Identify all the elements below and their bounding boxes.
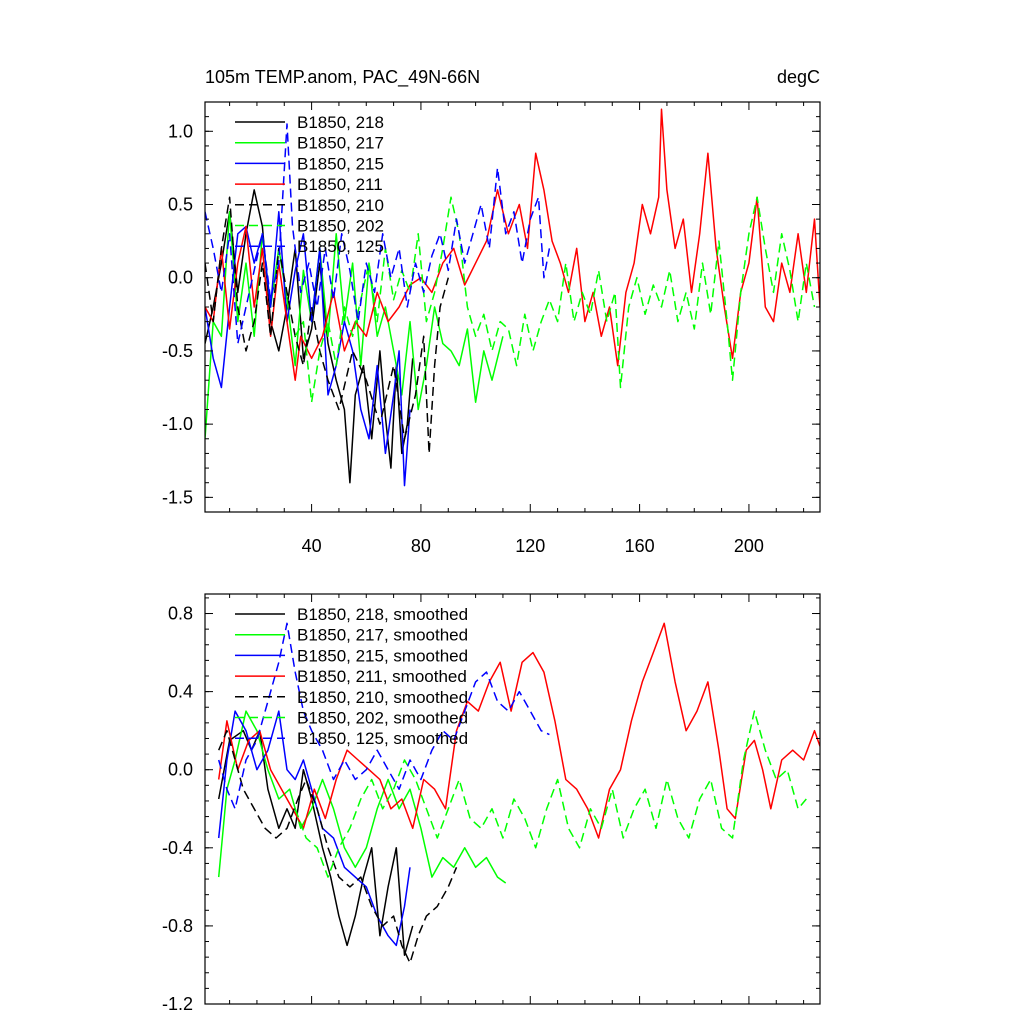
series-line-3 — [217, 622, 820, 839]
legend-label: B1850, 215, smoothed — [297, 646, 468, 665]
y-tick-label: -1.0 — [162, 414, 193, 434]
y-tick-label: -0.8 — [162, 916, 193, 936]
series-line-6 — [217, 622, 550, 810]
legend-label: B1850, 211, smoothed — [297, 667, 467, 686]
x-tick-label: 40 — [302, 536, 322, 556]
series-group — [205, 108, 820, 487]
series-line-4 — [205, 196, 450, 455]
panel-bottom-plot-area — [217, 622, 820, 964]
y-tick-label: 0.4 — [168, 682, 193, 702]
legend-label: B1850, 215 — [297, 154, 384, 173]
series-line-2 — [217, 710, 411, 947]
x-tick-label: 80 — [411, 536, 431, 556]
y-tick-label: 0.0 — [168, 268, 193, 288]
legend: B1850, 218, smoothed B1850, 217, smoothed… — [235, 605, 468, 748]
series-line-0 — [205, 189, 414, 484]
x-tick-label: 160 — [625, 536, 655, 556]
series-line-4 — [218, 729, 458, 964]
legend-label: B1850, 210, smoothed — [297, 688, 468, 707]
panel-top: 105m TEMP.anom, PAC_49N-66N degC -1.5 -1.… — [162, 67, 821, 556]
y-tick-label: -0.5 — [162, 341, 193, 361]
legend-label: B1850, 217, smoothed — [297, 626, 468, 645]
legend-label: B1850, 125, smoothed — [297, 729, 468, 748]
series-line-6 — [205, 123, 551, 345]
legend-label: B1850, 218, smoothed — [297, 605, 468, 624]
y-tick-label: 0.5 — [168, 195, 193, 215]
y-tick-label: -1.5 — [162, 487, 193, 507]
x-tick-label: 120 — [515, 536, 545, 556]
series-line-5 — [294, 710, 807, 878]
y-tick-label: 0.0 — [168, 760, 193, 780]
panel-top-plot-area — [205, 108, 820, 487]
panel-top-units: degC — [777, 67, 820, 87]
legend-label: B1850, 218 — [297, 113, 384, 132]
series-line-3 — [205, 108, 820, 381]
legend-label: B1850, 202 — [297, 217, 384, 236]
panel-bottom-frame — [204, 593, 821, 1005]
series-line-1 — [205, 211, 504, 439]
legend-label: B1850, 211 — [297, 175, 383, 194]
y-tick-label: 1.0 — [168, 121, 193, 141]
y-tick-label: -1.2 — [162, 994, 193, 1014]
y-tick-label: -0.4 — [162, 838, 193, 858]
legend-label: B1850, 210 — [297, 196, 384, 215]
series-group — [217, 622, 820, 964]
series-line-1 — [217, 710, 507, 884]
x-tick-label: 200 — [734, 536, 764, 556]
legend-label: B1850, 125 — [297, 237, 384, 256]
y-tick-label: 0.8 — [168, 604, 193, 624]
series-line-0 — [217, 729, 414, 956]
series-line-5 — [294, 196, 816, 403]
series-line-2 — [205, 211, 411, 487]
panel-bottom: -1.2 -0.8 -0.4 0.0 0.4 0.8 B1850, 218, smoothe… — [162, 593, 821, 1014]
panel-top-title: 105m TEMP.anom, PAC_49N-66N — [205, 67, 480, 88]
legend-label: B1850, 202, smoothed — [297, 709, 468, 728]
legend-label: B1850, 217 — [297, 134, 384, 153]
